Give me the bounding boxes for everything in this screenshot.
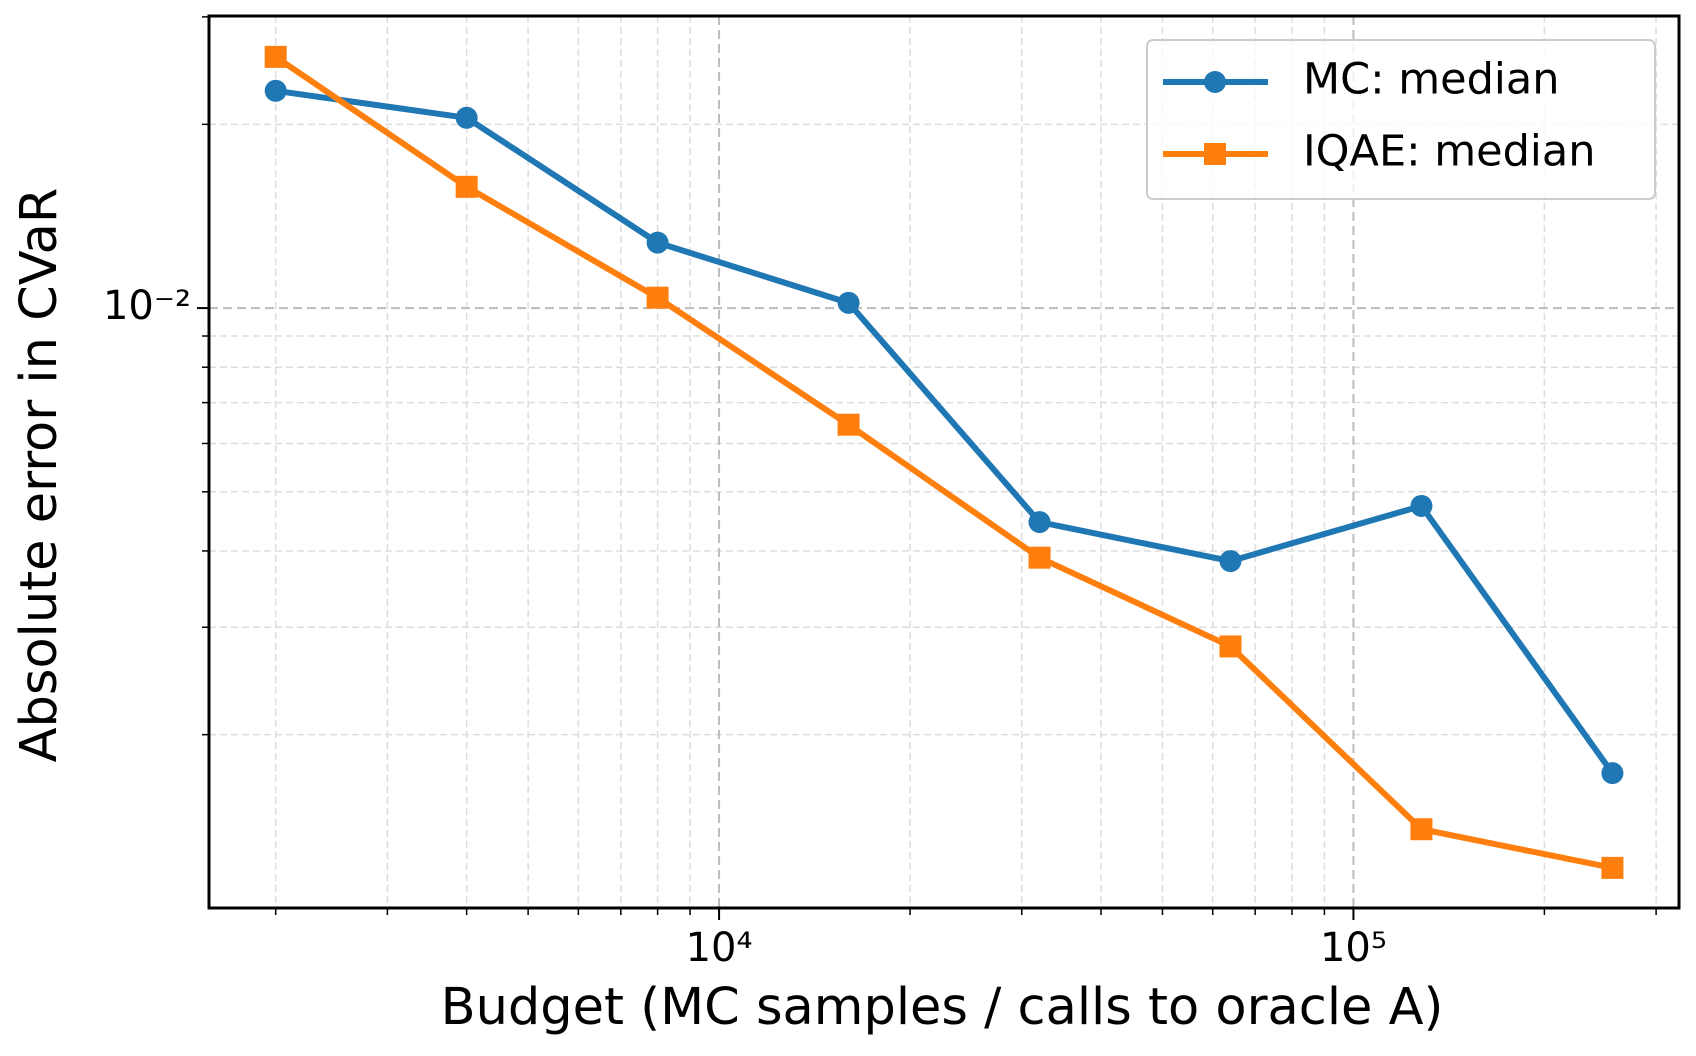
legend-label: MC: median — [1303, 55, 1559, 105]
series-line — [274, 54, 1614, 871]
marker — [1410, 818, 1433, 841]
marker — [646, 286, 669, 309]
marker — [264, 79, 287, 102]
marker — [1410, 494, 1433, 517]
legend-label: IQAE: median — [1303, 127, 1595, 177]
x-tick-label: 10⁴ — [686, 925, 753, 971]
marker — [1028, 546, 1051, 569]
legend: MC: median IQAE: median — [1146, 39, 1656, 200]
marker — [1601, 762, 1624, 785]
marker — [1204, 143, 1226, 165]
y-tick-label: 10⁻² — [103, 283, 191, 329]
x-axis-label: Budget (MC samples / calls to oracle A) — [441, 978, 1444, 1037]
marker — [1601, 856, 1624, 879]
marker — [455, 106, 478, 129]
plot-frame — [207, 14, 1681, 910]
marker — [1219, 550, 1242, 573]
marker — [264, 45, 287, 68]
marker — [646, 231, 669, 254]
marker — [837, 291, 860, 314]
y-axis-label: Absolute error in CVaR — [10, 188, 69, 763]
marker — [1219, 635, 1242, 658]
marker — [1204, 71, 1226, 93]
series-line — [275, 87, 1615, 775]
marker — [1028, 511, 1051, 534]
marker — [837, 413, 860, 436]
marker — [455, 175, 478, 198]
legend-box — [1146, 39, 1656, 200]
x-tick-label: 10⁵ — [1320, 925, 1387, 971]
